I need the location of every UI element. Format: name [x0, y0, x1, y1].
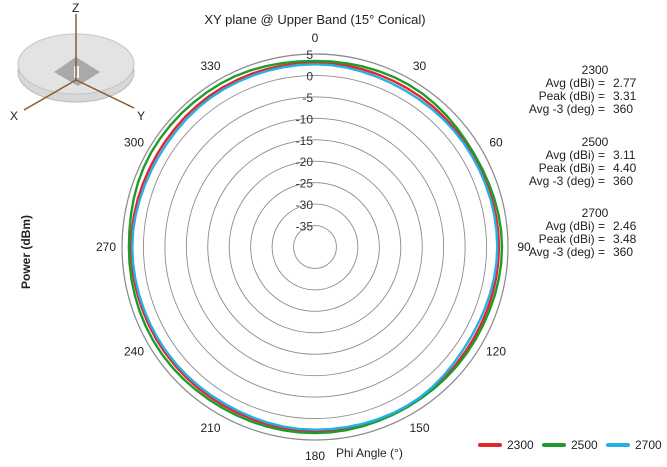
stats-label: Peak (dBi) =	[538, 161, 605, 175]
axis-x-label: X	[10, 109, 18, 123]
angular-tick-label: 150	[409, 421, 429, 435]
angular-tick-label: 90	[517, 240, 531, 254]
axis-z-label: Z	[72, 2, 79, 15]
polar-gridline-ring	[207, 139, 423, 355]
stats-label: Peak (dBi) =	[538, 232, 605, 246]
radial-tick-label: -10	[296, 112, 314, 126]
axes-orientation-icon: Z X Y	[10, 2, 145, 123]
stats-value: 3.11	[613, 148, 636, 162]
stats-label: Avg -3 (deg) =	[528, 102, 605, 116]
polar-gridline-ring	[250, 182, 380, 312]
angular-tick-label: 240	[124, 345, 144, 359]
legend-swatch	[478, 443, 502, 447]
stats-label: Avg -3 (deg) =	[528, 174, 605, 188]
angular-tick-label: 330	[200, 59, 220, 73]
series-line-2500	[127, 59, 504, 435]
radial-tick-label: -5	[302, 91, 313, 105]
stats-value: 360	[613, 245, 634, 259]
legend-swatch	[606, 443, 630, 447]
stats-label: Avg (dBi) =	[545, 76, 605, 90]
angular-tick-label: 210	[200, 421, 220, 435]
radial-axis-label: Power (dBm)	[19, 214, 33, 290]
stats-2500: 2500 Avg (dBi) = 3.11 Peak (dBi) = 4.40 Av…	[520, 135, 637, 188]
angular-axis-label: Phi Angle (°)	[336, 446, 403, 460]
legend-label: 2700	[635, 438, 662, 452]
radial-tick-label: 5	[306, 48, 313, 62]
angular-tick-label: 0	[312, 31, 319, 45]
stats-label: Peak (dBi) =	[538, 89, 605, 103]
stats-label: Avg (dBi) =	[545, 148, 605, 162]
stats-value: 3.31	[613, 89, 637, 103]
stats-value: 3.48	[613, 232, 637, 246]
stats-band: 2300	[581, 63, 609, 77]
stats-value: 4.40	[613, 161, 637, 175]
stats-2700: 2700 Avg (dBi) = 2.46 Peak (dBi) = 3.48 Av…	[520, 206, 637, 259]
polar-outer-ring	[121, 53, 509, 441]
polar-gridline-ring	[271, 203, 359, 291]
stats-value: 2.46	[613, 219, 637, 233]
axis-y-label: Y	[137, 109, 145, 123]
legend-2700: 2700	[606, 438, 662, 452]
legend-label: 2500	[571, 438, 598, 452]
angular-tick-label: 180	[305, 449, 325, 463]
angular-tick-label: 30	[413, 59, 427, 73]
stats-value: 360	[613, 102, 634, 116]
series-line-2300	[129, 61, 501, 433]
radial-tick-label: -25	[296, 177, 314, 191]
chart-title: XY plane @ Upper Band (15° Conical)	[204, 12, 426, 27]
radial-tick-label: -20	[296, 155, 314, 169]
polar-gridline-ring	[121, 53, 509, 441]
polar-gridline-ring	[142, 74, 488, 420]
legend-label: 2300	[507, 438, 534, 452]
polar-gridline-ring	[164, 96, 466, 398]
legend-2300: 2300	[478, 438, 534, 452]
angular-tick-label: 270	[96, 240, 116, 254]
polar-gridline-ring	[293, 225, 337, 269]
angular-tick-label: 60	[489, 136, 503, 150]
angular-tick-label: 120	[486, 345, 506, 359]
radial-tick-label: -30	[296, 198, 314, 212]
stats-value: 360	[613, 174, 634, 188]
radial-tick-label: -15	[296, 134, 314, 148]
radial-tick-label: 0	[306, 69, 313, 83]
stats-value: 2.77	[613, 76, 637, 90]
polar-gridline-ring	[185, 117, 445, 377]
legend-swatch	[542, 443, 566, 447]
legend-2500: 2500	[542, 438, 598, 452]
stats-2300: 2300 Avg (dBi) = 2.77 Peak (dBi) = 3.31 Av…	[520, 63, 637, 116]
stats-band: 2700	[581, 206, 609, 220]
polar-gridline-ring	[228, 160, 402, 334]
stats-label: Avg (dBi) =	[545, 219, 605, 233]
radial-tick-label: -35	[296, 220, 314, 234]
angular-tick-label: 300	[124, 136, 144, 150]
stats-label: Avg -3 (deg) =	[528, 245, 605, 259]
stats-band: 2500	[581, 135, 609, 149]
series-line-2700	[131, 63, 499, 431]
